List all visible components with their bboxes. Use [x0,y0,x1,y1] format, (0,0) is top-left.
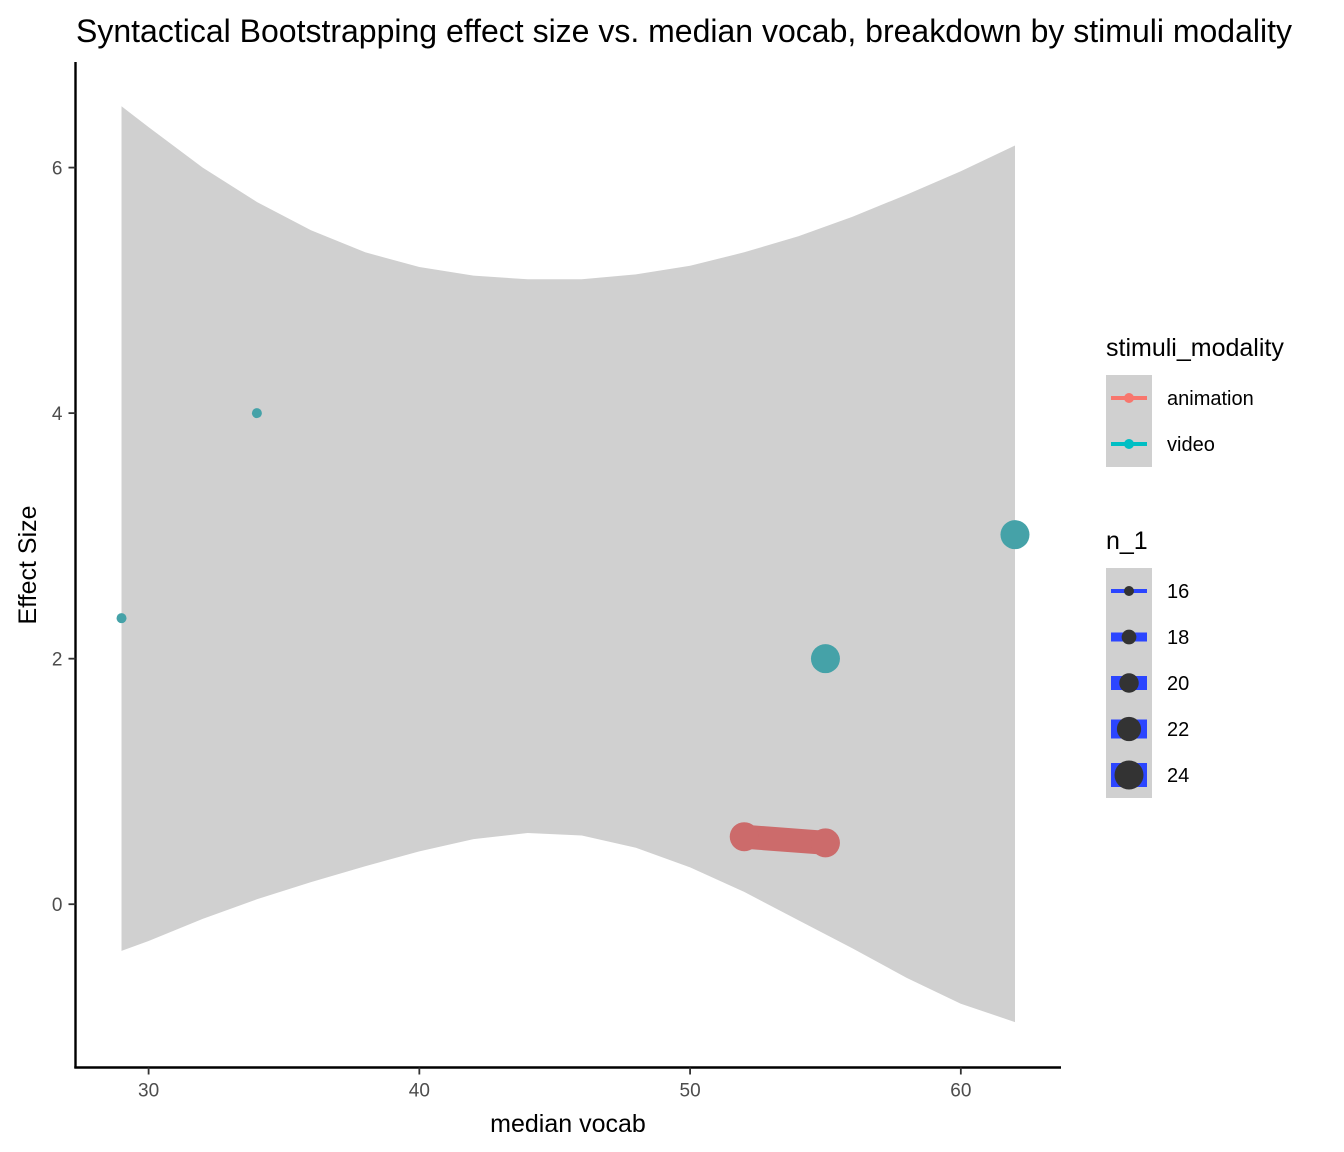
legend-color-title: stimuli_modality [1106,334,1284,362]
y-axis-label: Effect Size [14,505,42,624]
legend-color-items: animation video [1106,375,1254,467]
point-video [251,408,262,419]
x-tick-label: 30 [138,1081,159,1102]
legend-size-label: 24 [1167,765,1189,787]
legend-key-point [1116,716,1142,742]
legend-label-video: video [1167,434,1215,456]
y-tick-label: 0 [52,895,63,916]
y-tick-label: 4 [52,404,63,425]
legend-size-label: 18 [1167,627,1189,649]
legend-key-point [1119,673,1139,693]
smooth-band-area [121,106,1015,1023]
axes [74,62,1061,1069]
legend-size-label: 22 [1167,719,1189,741]
point-animation [729,822,759,852]
legend-size-title: n_1 [1106,527,1148,555]
legend-size-label: 16 [1167,581,1189,603]
legend-key-point [1114,760,1144,790]
legend-key-point [1124,439,1134,449]
x-tick-label: 50 [680,1081,701,1102]
legend-key-point [1121,629,1137,645]
chart-title: Syntactical Bootstrapping effect size vs… [76,13,1292,49]
legend-key-point [1124,393,1134,403]
x-tick-label: 60 [950,1081,971,1102]
point-animation [810,828,840,858]
legend-size-items: 16 18 20 22 24 [1106,568,1189,798]
y-tick-label: 6 [52,159,63,180]
x-axis-label: median vocab [490,1110,646,1138]
legend-size-label: 20 [1167,673,1189,695]
point-video [1000,520,1030,550]
point-video [810,644,840,674]
confidence-band [121,106,1015,1023]
data-marks [116,408,1030,858]
y-tick-label: 2 [52,650,63,671]
legend: stimuli_modality animation video n_1 16 18… [1106,334,1284,798]
point-video [116,613,127,624]
axis-ticks: 30 40 50 60 0 2 4 6 [52,159,971,1102]
x-tick-label: 40 [409,1081,430,1102]
legend-key-point [1124,586,1134,596]
legend-label-animation: animation [1167,388,1254,410]
